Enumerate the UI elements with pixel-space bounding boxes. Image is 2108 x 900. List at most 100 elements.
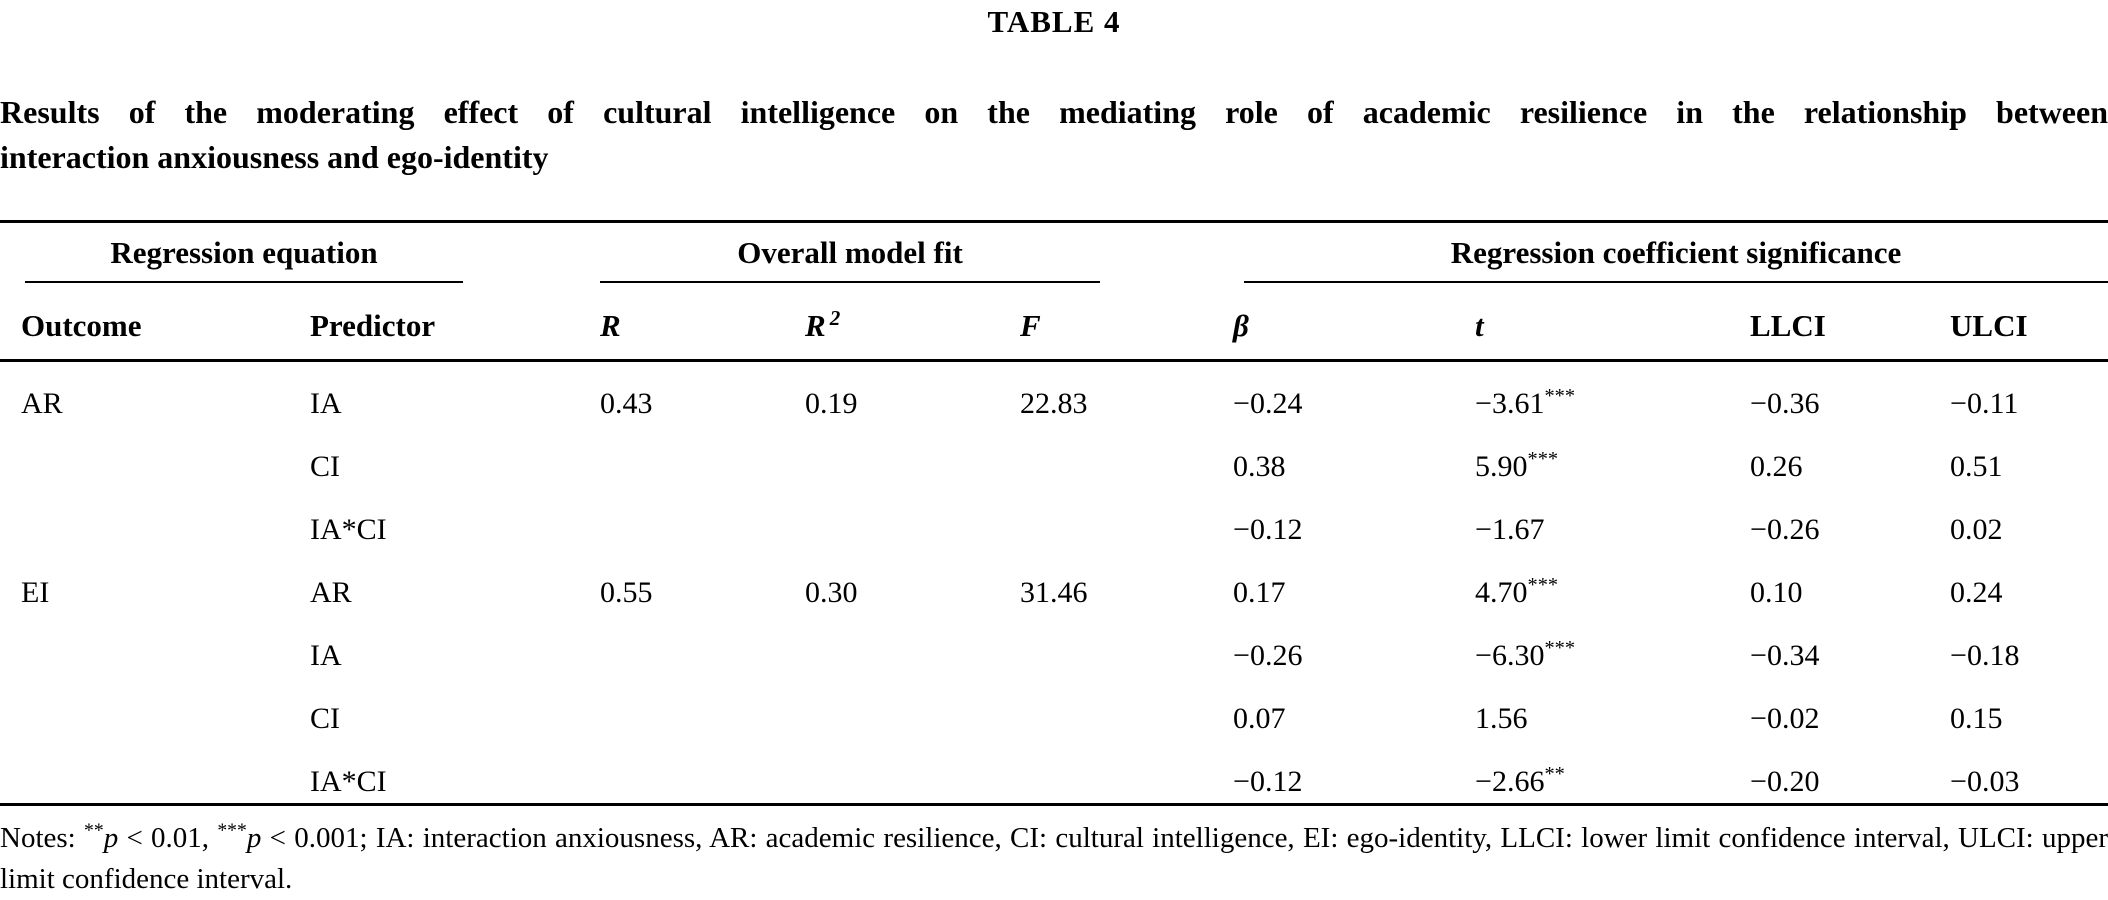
cell-t: −2.66**	[1475, 763, 1565, 798]
table-caption: TABLE 4	[987, 4, 1121, 39]
note-text: < 0.01,	[118, 822, 218, 854]
cell-f	[1020, 488, 1233, 551]
column-header-label: LLCI	[1750, 308, 1826, 343]
cell-f	[1020, 677, 1233, 740]
note-significance-stars: ***	[217, 819, 247, 842]
column-header-label: ULCI	[1950, 308, 2028, 343]
cell-r2	[805, 740, 1020, 805]
group-header-row: Regression equation Overall model fit Re…	[0, 222, 2108, 283]
cell-predictor: IA*CI	[310, 513, 387, 546]
group-header-overall-model-fit: Overall model fit	[600, 222, 1233, 283]
cell-llci: −0.02	[1750, 702, 1820, 735]
results-table: Regression equation Overall model fit Re…	[0, 220, 2108, 806]
significance-stars: ***	[1527, 574, 1559, 596]
note-text: < 0.001; IA: interaction anxiousness, AR…	[0, 822, 2108, 895]
cell-f: 31.46	[1020, 576, 1088, 609]
table-row: AR IA 0.43 0.19 22.83 −0.24 −3.61*** −0.36 −0.11	[0, 361, 2108, 426]
table-row: CI 0.38 5.90*** 0.26 0.51	[0, 425, 2108, 488]
cell-outcome: AR	[21, 387, 63, 420]
significance-stars: **	[1544, 763, 1565, 785]
cell-r2: 0.19	[805, 387, 858, 420]
cell-r: 0.55	[600, 576, 653, 609]
cell-r: 0.43	[600, 387, 653, 420]
cell-beta: −0.12	[1233, 513, 1303, 546]
column-header-llci: LLCI	[1750, 283, 1951, 362]
cell-outcome: EI	[21, 576, 50, 609]
cell-t: 4.70***	[1475, 574, 1559, 609]
cell-predictor: AR	[310, 576, 352, 609]
column-header-label: β	[1233, 308, 1249, 343]
cell-beta: 0.17	[1233, 576, 1286, 609]
cell-outcome	[0, 740, 310, 805]
cell-llci: 0.26	[1750, 450, 1803, 483]
cell-f	[1020, 740, 1233, 805]
cell-outcome	[0, 488, 310, 551]
cell-ulci: 0.15	[1950, 702, 2003, 735]
cell-ulci: 0.02	[1950, 513, 2003, 546]
column-header-ulci: ULCI	[1950, 283, 2108, 362]
cell-predictor: CI	[310, 702, 340, 735]
table-row: IA*CI −0.12 −1.67 −0.26 0.02	[0, 488, 2108, 551]
cell-llci: −0.20	[1750, 765, 1820, 798]
cell-predictor: IA	[310, 639, 342, 672]
column-header-label: R	[600, 308, 621, 343]
cell-ulci: 0.51	[1950, 450, 2003, 483]
cell-beta: −0.26	[1233, 639, 1303, 672]
cell-r	[600, 425, 805, 488]
cell-beta: −0.12	[1233, 765, 1303, 798]
cell-f	[1020, 425, 1233, 488]
group-spanner-regression-coefficient-significance: Regression coefficient significance	[1244, 235, 2108, 283]
cell-predictor: IA	[310, 387, 342, 420]
group-label: Regression coefficient significance	[1450, 235, 1902, 270]
cell-r2: 0.30	[805, 576, 858, 609]
column-header-t: t	[1475, 283, 1751, 362]
table-title-line1: Results of the moderating effect of cult…	[0, 94, 2108, 130]
cell-outcome	[0, 425, 310, 488]
cell-t: 5.90***	[1475, 448, 1559, 483]
column-header-outcome: Outcome	[0, 283, 310, 362]
cell-r	[600, 614, 805, 677]
significance-stars: ***	[1544, 637, 1576, 659]
cell-ulci: 0.24	[1950, 576, 2003, 609]
note-significance-stars: **	[83, 819, 104, 842]
cell-t: −1.67	[1475, 513, 1545, 546]
cell-t: 1.56	[1475, 702, 1528, 735]
cell-outcome	[0, 677, 310, 740]
cell-t: −3.61***	[1475, 385, 1576, 420]
column-header-r: R	[600, 283, 805, 362]
results-table-body: AR IA 0.43 0.19 22.83 −0.24 −3.61*** −0.36 −0.11…	[0, 361, 2108, 805]
cell-ulci: −0.11	[1950, 387, 2019, 420]
note-text: p	[103, 822, 119, 854]
group-header-regression-equation: Regression equation	[0, 222, 600, 283]
cell-f	[1020, 614, 1233, 677]
column-header-predictor: Predictor	[310, 283, 600, 362]
cell-beta: 0.38	[1233, 450, 1286, 483]
table-row: EI AR 0.55 0.30 31.46 0.17 4.70*** 0.10 0.24	[0, 551, 2108, 614]
cell-r	[600, 677, 805, 740]
column-header-label: F	[1020, 308, 1041, 343]
column-header-label: Predictor	[310, 308, 436, 343]
cell-predictor: CI	[310, 450, 340, 483]
table-row: CI 0.07 1.56 −0.02 0.15	[0, 677, 2108, 740]
cell-llci: −0.26	[1750, 513, 1820, 546]
group-label: Regression equation	[110, 235, 378, 270]
cell-beta: 0.07	[1233, 702, 1286, 735]
cell-llci: 0.10	[1750, 576, 1803, 609]
group-spanner-overall-model-fit: Overall model fit	[600, 235, 1100, 283]
cell-r	[600, 488, 805, 551]
column-header-f: F	[1020, 283, 1234, 362]
column-header-label: R	[805, 308, 826, 343]
column-header-superscript: 2	[829, 305, 841, 330]
cell-r2	[805, 488, 1020, 551]
column-header-label: Outcome	[21, 308, 142, 343]
cell-r2	[805, 677, 1020, 740]
note-text: Notes:	[0, 822, 84, 854]
group-spanner-regression-equation: Regression equation	[25, 235, 463, 283]
cell-llci: −0.34	[1750, 639, 1820, 672]
cell-r2	[805, 614, 1020, 677]
group-header-regression-coefficient-significance: Regression coefficient significance	[1233, 222, 2108, 283]
note-text: p	[246, 822, 262, 854]
column-header-label: t	[1475, 308, 1484, 343]
